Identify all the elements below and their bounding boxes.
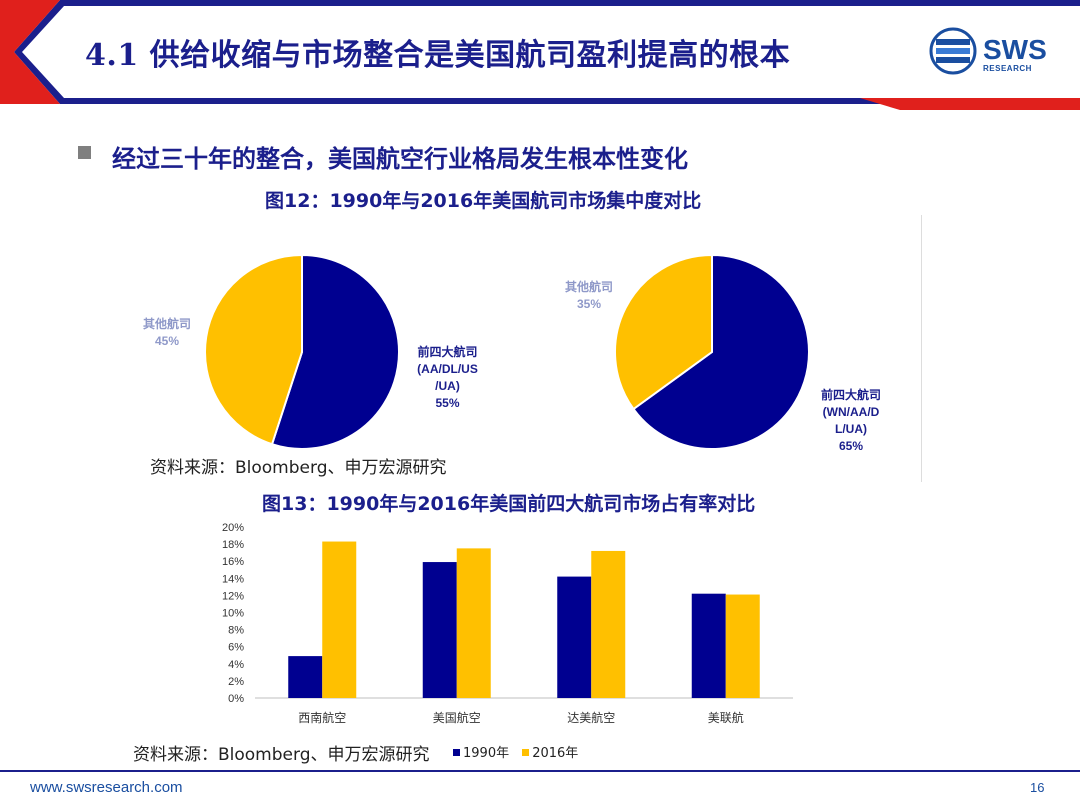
y-tick-label: 20% [222,522,244,534]
bar-1990年-西南航空 [288,656,323,698]
pie-chart-2016 [614,253,810,450]
bar-2016年-美联航 [725,594,760,698]
page-number: 16 [1030,780,1045,795]
bar-2016年-西南航空 [322,541,357,698]
legend-item-1990: 1990年 [453,746,509,761]
pie2016-slice-1 [614,253,713,411]
x-tick-label: 美国航空 [433,710,481,725]
legend-item-2016: 2016年 [522,746,578,761]
y-tick-label: 4% [228,659,244,671]
logo-text: SWS [983,34,1047,65]
pie-chart-1990 [204,253,400,450]
bar-1990年-美联航 [691,593,726,698]
x-tick-label: 美联航 [708,710,744,725]
figure13-source: 资料来源：Bloomberg、申万宏源研究 [133,745,430,765]
y-tick-label: 14% [222,573,244,585]
bullet-square-icon [78,146,91,159]
bar-1990年-达美航空 [557,576,592,698]
y-tick-label: 16% [222,556,244,568]
y-tick-label: 2% [228,676,244,688]
slide-subtitle: 经过三十年的整合，美国航空行业格局发生根本性变化 [112,145,688,173]
header-frame [0,0,1080,110]
bar-chart-market-share: 0% 2% 4% 6% 8% 10% 12% 14% 16% 18% 20% 西南航空 美国航空 达美航空… [222,522,793,725]
figure12-caption: 图12：1990年与2016年美国航司市场集中度对比 [265,190,702,212]
page-title: 4.1 供给收缩与市场整合是美国航司盈利提高的根本 [85,38,791,73]
y-tick-label: 18% [222,539,244,551]
pie2-label-top4: 前四大航司 (WN/AA/D L/UA) 65% [820,388,881,453]
pie2016-slice-0 [632,253,810,450]
y-tick-label: 12% [222,590,244,602]
x-tick-label: 达美航空 [567,710,615,725]
footer-line [0,770,1080,772]
pie2-label-other: 其他航司 35% [564,280,613,311]
y-tick-label: 6% [228,642,244,654]
y-tick-label: 10% [222,608,244,620]
figure12-source: 资料来源：Bloomberg、申万宏源研究 [150,458,447,478]
pie1990-slice-0 [270,253,400,450]
sws-logo-icon [929,27,977,75]
bar-chart-legend: 1990年 2016年 [453,742,578,761]
bar-2016年-达美航空 [591,550,626,698]
pie1-label-top4: 前四大航司 (AA/DL/US /UA) 55% [417,345,478,410]
footer-url: www.swsresearch.com [30,779,183,796]
logo-subtext: RESEARCH [983,64,1032,73]
divider-line [921,215,922,482]
pie1990-slice-1 [204,253,303,446]
y-tick-label: 0% [228,693,244,705]
legend-swatch-2016 [522,749,530,756]
bar-1990年-美国航空 [422,562,457,698]
x-tick-label: 西南航空 [298,710,346,725]
legend-swatch-1990 [453,749,460,756]
y-tick-label: 8% [228,625,244,637]
bar-2016年-美国航空 [456,548,491,698]
figure13-caption: 图13：1990年与2016年美国前四大航司市场占有率对比 [262,493,756,515]
pie1-label-other: 其他航司 45% [142,317,191,348]
